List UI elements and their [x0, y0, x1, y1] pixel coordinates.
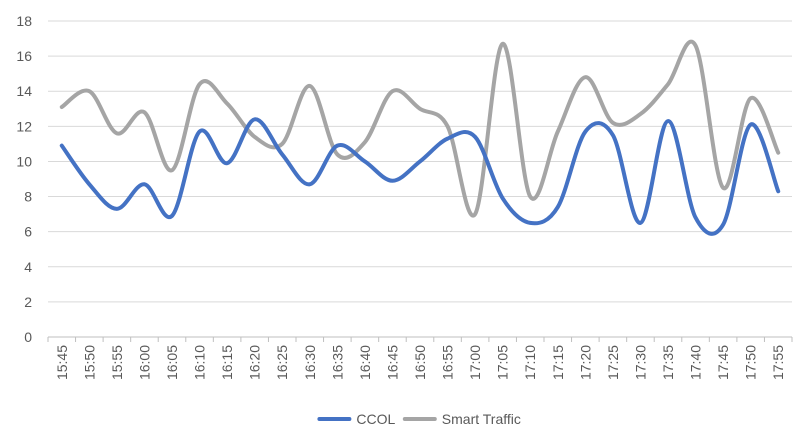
x-tick-label: 17:30: [632, 345, 648, 380]
y-tick-label: 8: [24, 189, 32, 205]
gridlines: [48, 20, 792, 338]
x-tick-label: 17:20: [577, 345, 593, 380]
x-tick-label: 16:05: [164, 345, 180, 380]
series-lines: [59, 39, 781, 236]
y-tick-label: 6: [24, 224, 32, 240]
x-tick-label: 16:00: [136, 345, 152, 380]
x-tick-label: 15:50: [81, 345, 97, 380]
x-axis: 15:45 15:50 15:55 16:00 16:05 16:10 16:15 16:20…: [47, 337, 793, 380]
x-tick-label: 16:15: [219, 345, 235, 380]
y-tick-label: 12: [16, 118, 32, 134]
x-tick-label: 17:45: [715, 345, 731, 380]
x-tick-label: 15:45: [54, 345, 70, 380]
y-tick-label: 10: [16, 153, 32, 169]
x-tick-label: 17:05: [495, 345, 511, 380]
x-tick-label: 17:25: [605, 345, 621, 380]
x-tick-label: 16:10: [192, 345, 208, 380]
x-tick-label: 16:40: [357, 345, 373, 380]
x-tick-label: 15:55: [109, 345, 125, 380]
x-tick-label: 16:20: [247, 345, 263, 380]
x-tick-label: 16:55: [440, 345, 456, 380]
x-tick-label: 17:00: [467, 345, 483, 380]
legend-label-ccol: CCOL: [356, 411, 395, 427]
y-tick-label: 4: [24, 259, 32, 275]
x-tick-label: 17:10: [522, 345, 538, 380]
x-tick-label: 16:30: [302, 345, 318, 380]
x-tick-label: 17:40: [688, 345, 704, 380]
series-line-ccol: [59, 117, 781, 236]
x-tick-label: 16:45: [384, 345, 400, 380]
x-tick-label: 17:35: [660, 345, 676, 380]
legend: CCOL Smart Traffic: [317, 411, 521, 427]
x-tick-label: 17:55: [770, 345, 786, 380]
x-tick-label: 16:35: [329, 345, 345, 380]
x-tick-label: 17:50: [743, 345, 759, 380]
x-tick-label: 16:50: [412, 345, 428, 380]
y-tick-label: 0: [24, 329, 32, 345]
y-tick-label: 14: [16, 83, 32, 99]
x-tick-label: 17:15: [550, 345, 566, 380]
y-tick-label: 2: [24, 294, 32, 310]
y-tick-label: 16: [16, 48, 32, 64]
y-axis: 0 2 4 6 8 10 12 14 16 18: [16, 13, 32, 345]
x-tick-label: 16:25: [274, 345, 290, 380]
y-tick-label: 18: [16, 13, 32, 29]
legend-label-smart-traffic: Smart Traffic: [442, 411, 521, 427]
series-line-smart-traffic: [59, 39, 781, 218]
